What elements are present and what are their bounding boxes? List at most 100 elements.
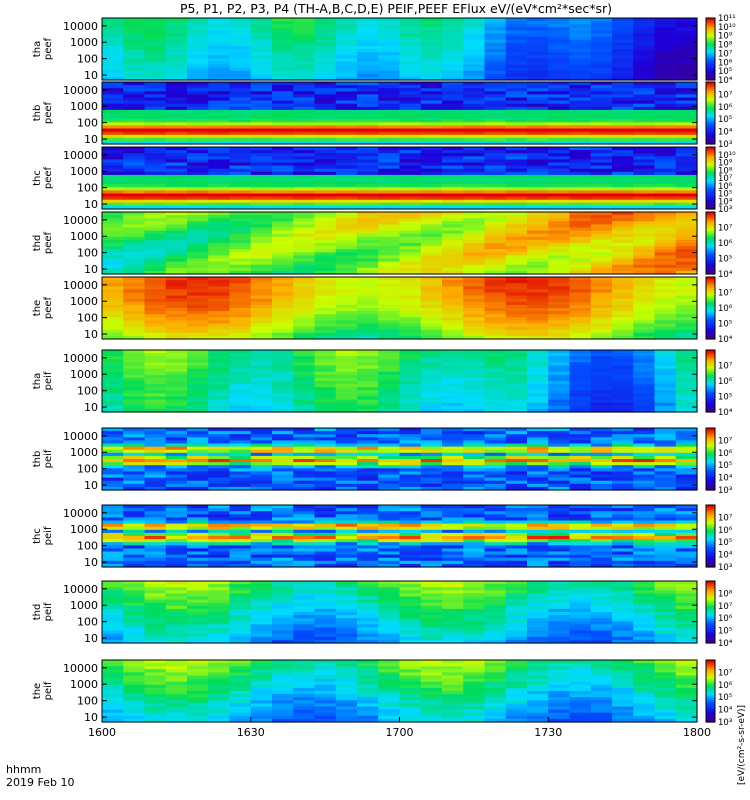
heatmap-cell (463, 100, 486, 105)
heatmap-cell (654, 468, 677, 472)
heatmap-cell (187, 532, 209, 537)
colorbar-segment (706, 191, 715, 195)
heatmap-cell (548, 545, 571, 549)
heatmap-cell (335, 224, 358, 229)
heatmap-cell (335, 320, 358, 325)
heatmap-cell (123, 94, 146, 99)
heatmap-cell (675, 55, 698, 59)
heatmap-cell (505, 557, 528, 562)
heatmap-cell (378, 353, 401, 357)
heatmap-cell (165, 402, 188, 407)
heatmap-cell (144, 545, 167, 549)
heatmap-cell (272, 536, 294, 540)
heatmap-cell (675, 483, 698, 488)
heatmap-cell (272, 147, 294, 151)
heatmap-cell (612, 187, 634, 191)
heatmap-cell (208, 455, 231, 460)
heatmap-cell (675, 252, 698, 256)
heatmap-cell (569, 560, 592, 565)
heatmap-cell (399, 371, 422, 376)
heatmap-cell (399, 73, 422, 78)
heatmap-cell (484, 261, 507, 266)
heatmap-cell (208, 371, 231, 376)
colorbar-frame (705, 81, 716, 145)
heatmap-cell (612, 405, 634, 410)
heatmap-cell (357, 171, 379, 176)
heatmap-cell (612, 390, 634, 394)
heatmap-cell (463, 128, 486, 133)
heatmap-cell (548, 116, 571, 120)
heatmap-cell (293, 317, 316, 321)
heatmap-cell (293, 73, 316, 78)
heatmap-cell (187, 218, 209, 222)
heatmap-cell (123, 554, 146, 559)
heatmap-cell (612, 408, 634, 413)
heatmap-cell (484, 387, 507, 391)
heatmap-cell (378, 295, 401, 300)
heatmap-cell (463, 255, 486, 260)
colorbar-segment (706, 260, 715, 263)
heatmap-cell (229, 480, 252, 485)
heatmap-cell (123, 563, 146, 568)
heatmap-cell (335, 539, 358, 543)
heatmap-cell (548, 353, 571, 357)
heatmap-cell (463, 261, 486, 266)
heatmap-cell (505, 449, 528, 454)
heatmap-cell (463, 514, 486, 518)
heatmap-cell (484, 168, 507, 173)
heatmap-cell (442, 55, 464, 59)
heatmap-cell (527, 162, 549, 167)
heatmap-cell (675, 103, 698, 108)
heatmap-cell (123, 178, 146, 182)
heatmap-cell (399, 119, 422, 123)
colorbar-segment (706, 156, 715, 159)
heatmap-cell (527, 548, 549, 553)
heatmap-cell (675, 67, 698, 72)
heatmap-cell (420, 58, 443, 62)
heatmap-cell (548, 434, 571, 438)
heatmap-cell (463, 523, 486, 528)
heatmap-cell (123, 437, 146, 441)
heatmap-cell (335, 119, 358, 123)
heatmap-cell (633, 76, 656, 81)
heatmap-cell (484, 106, 507, 111)
heatmap-cell (335, 18, 358, 22)
heatmap-cell (378, 362, 401, 367)
heatmap-cell (675, 332, 698, 337)
heatmap-cell (463, 156, 486, 160)
heatmap-cell (484, 55, 507, 59)
heatmap-cell (335, 536, 358, 540)
heatmap-cell (208, 408, 231, 413)
colorbar-segment (706, 303, 715, 306)
heatmap-cell (484, 304, 507, 309)
heatmap-cell (633, 64, 656, 69)
heatmap-cell (187, 368, 209, 373)
heatmap-cell (569, 437, 592, 441)
heatmap-cell (123, 405, 146, 410)
heatmap-cell (144, 362, 167, 367)
heatmap-cell (102, 295, 124, 300)
heatmap-cell (505, 455, 528, 460)
heatmap-cell (102, 168, 124, 173)
colorbar-tick-label: 10⁹ (718, 159, 733, 169)
heatmap-cell (335, 374, 358, 379)
heatmap-cell (208, 374, 231, 379)
heatmap-cell (633, 113, 656, 117)
heatmap-cell (314, 431, 337, 435)
colorbar-segment (706, 381, 715, 384)
heatmap-cell (165, 45, 188, 50)
heatmap-cell (293, 178, 316, 182)
heatmap-cell (250, 21, 273, 25)
heatmap-cell (399, 434, 422, 438)
heatmap-cell (569, 323, 592, 328)
heatmap-cell (187, 526, 209, 531)
heatmap-cell (102, 165, 124, 170)
heatmap-cell (335, 159, 358, 164)
heatmap-cell (527, 514, 549, 518)
heatmap-cell (442, 390, 464, 394)
heatmap-cell (250, 323, 273, 328)
colorbar-tick-label: 10⁵ (718, 393, 732, 403)
heatmap-cell (569, 446, 592, 451)
heatmap-cell (590, 326, 613, 331)
heatmap-cell (335, 301, 358, 306)
